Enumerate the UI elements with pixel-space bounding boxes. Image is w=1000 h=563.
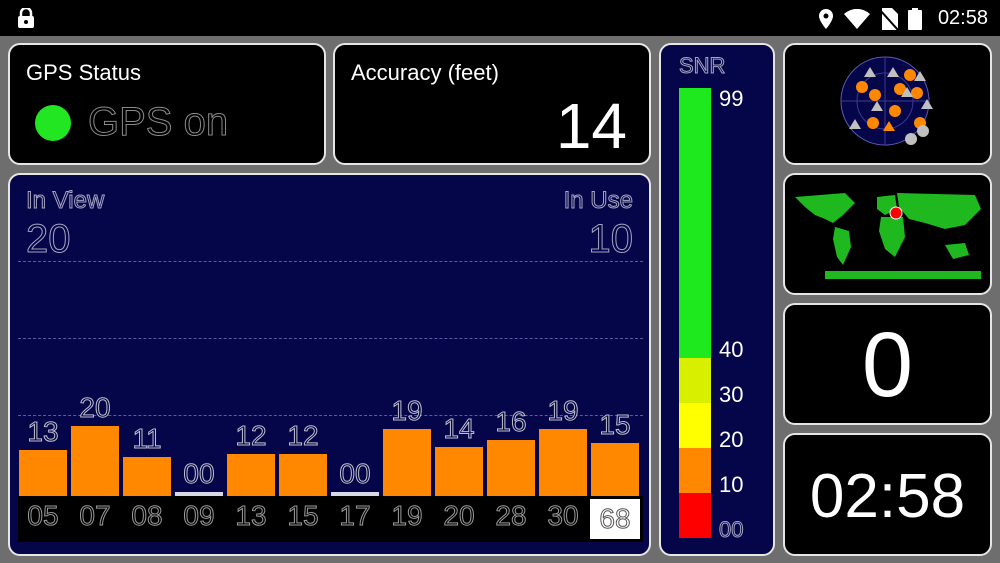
lock-icon [17,6,35,33]
snr-bar-value: 13 [27,416,59,448]
snr-bar [175,492,223,496]
gridline [18,261,643,262]
accuracy-panel[interactable]: Accuracy (feet) 14 [333,43,651,165]
in-use-count: 10 [588,217,633,262]
gps-status-panel[interactable]: GPS Status GPS on [8,43,326,165]
snr-label-20: 20 [719,427,744,452]
location-icon [818,9,834,34]
snr-bar-value: 20 [79,392,111,424]
prn-label[interactable]: 09 [183,500,215,532]
prn-label[interactable]: 13 [235,500,267,532]
fix-count-value: 0 [861,314,914,416]
sky-plot-icon [840,56,933,146]
gridline [18,338,643,339]
prn-strip: 05 07 08 09 13 15 17 19 20 28 30 68 [18,496,643,542]
prn-label[interactable]: 19 [391,500,423,532]
accuracy-title: Accuracy (feet) [351,60,499,85]
snr-bar [331,492,379,496]
snr-title: SNR [678,53,726,79]
snr-label-99: 99 [719,86,744,111]
snr-bar-value: 16 [495,406,527,438]
status-clock: 02:58 [937,7,988,29]
snr-bar [383,429,431,496]
fix-count-panel[interactable]: 0 [783,303,992,425]
prn-label[interactable]: 68 [590,499,640,539]
snr-label-30: 30 [719,382,744,407]
prn-label[interactable]: 15 [287,500,319,532]
prn-label[interactable]: 05 [27,500,59,532]
snr-label-00: 00 [718,517,744,543]
snr-bar-value: 00 [339,458,371,490]
prn-label[interactable]: 08 [131,500,163,532]
satellite-chart-panel[interactable]: In View 20 In Use 10 13 20 11 00 12 12 00 19 14 1… [8,173,651,556]
prn-label[interactable]: 17 [339,500,371,532]
snr-bar [19,450,67,496]
world-map-panel[interactable] [783,173,992,295]
in-view-count: 20 [26,217,71,262]
snr-bar-value: 11 [132,423,162,455]
prn-label[interactable]: 07 [79,500,111,532]
gps-state-text: GPS on [87,100,229,145]
snr-label-10: 10 [719,472,744,497]
snr-yellowgreen-segment [679,358,711,403]
snr-bar [123,457,171,496]
accuracy-value: 14 [555,90,627,162]
snr-bar-value: 19 [391,395,423,427]
snr-bar-value: 15 [599,409,631,441]
snr-bar-value: 12 [287,420,319,452]
snr-green-segment [679,88,711,358]
no-sim-icon [879,8,899,35]
snr-bar [435,447,483,496]
fix-time-panel[interactable]: 02:58 [783,433,992,556]
prn-label[interactable]: 30 [547,500,579,532]
prn-label[interactable]: 20 [443,500,475,532]
snr-label-40: 40 [719,337,744,362]
wifi-icon [844,8,870,34]
world-map-icon [791,189,983,281]
snr-red-segment [679,493,711,538]
status-bar: 02:58 [0,0,1000,36]
snr-bar-value: 19 [547,395,579,427]
snr-scale-panel: SNR 99 40 30 20 10 00 [659,43,775,556]
battery-icon [908,8,922,35]
snr-bar-value: 00 [183,458,215,490]
prn-label[interactable]: 28 [495,500,527,532]
fix-time-value: 02:58 [809,462,966,531]
gps-indicator-icon [35,105,71,141]
gridline [18,415,643,416]
snr-bar [487,440,535,496]
snr-bar [71,426,119,496]
snr-orange-segment [679,448,711,493]
sky-plot-panel[interactable] [783,43,992,165]
snr-yellow-segment [679,403,711,448]
in-use-label: In Use [563,187,633,215]
in-view-label: In View [25,187,105,215]
snr-bar [279,454,327,496]
snr-bar-value: 12 [235,420,267,452]
gps-status-title: GPS Status [26,60,141,85]
snr-bar [227,454,275,496]
snr-bar [539,429,587,496]
snr-bar [591,443,639,496]
snr-bar-value: 14 [443,413,475,445]
